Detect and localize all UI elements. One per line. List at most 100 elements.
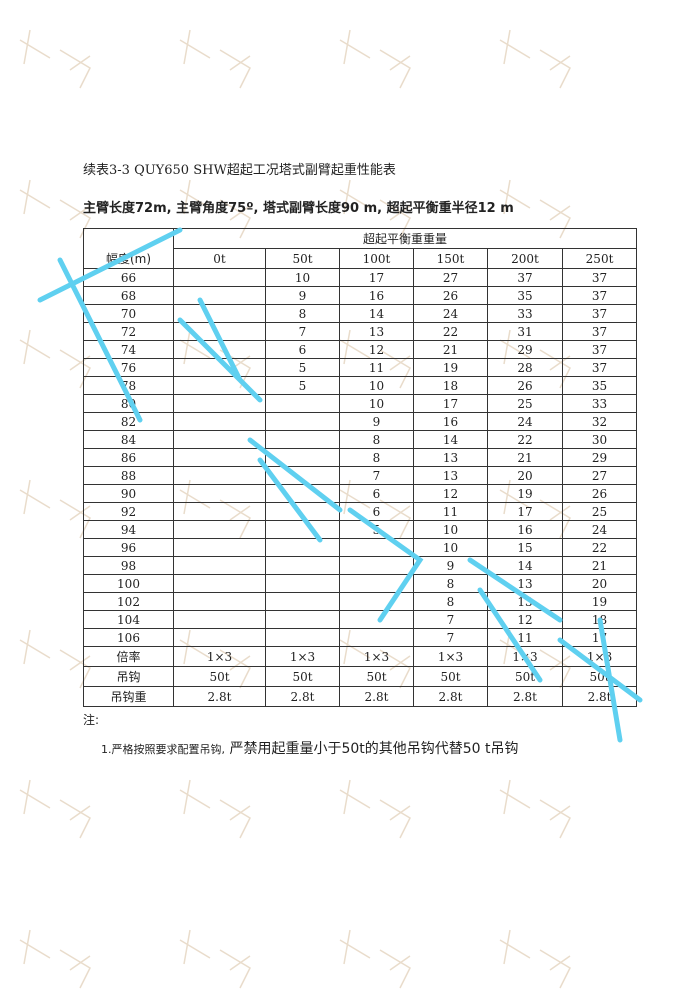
capacity-cell: [265, 430, 340, 449]
capacity-cell: [173, 628, 266, 647]
capacity-cell: 5: [265, 358, 340, 377]
watermark-mark: [339, 779, 411, 839]
capacity-cell: 21: [487, 448, 563, 467]
capacity-cell: 29: [561, 448, 638, 467]
capacity-cell: 17: [339, 268, 414, 287]
capacity-cell: 21: [561, 556, 638, 575]
table-row: 94 5 10 16 24: [83, 520, 638, 539]
document-page: 续表3-3 QUY650 SHW超起工况塔式副臂起重性能表 主臂长度72m, 主…: [83, 163, 638, 757]
table-row: 82 9 16 24 32: [83, 412, 638, 431]
capacity-cell: [339, 556, 414, 575]
footer-cell: 50t: [413, 666, 488, 687]
capacity-cell: 26: [561, 484, 638, 503]
watermark-mark: [499, 929, 571, 989]
capacity-cell: 16: [487, 520, 563, 539]
table-row: 92 6 11 17 25: [83, 502, 638, 521]
capacity-cell: [173, 592, 266, 611]
column-header: 50t: [265, 248, 340, 269]
table-row: 100 8 13 20: [83, 574, 638, 593]
capacity-cell: 8: [339, 430, 414, 449]
capacity-cell: 13: [487, 592, 563, 611]
capacity-cell: 13: [339, 322, 414, 341]
capacity-cell: 20: [487, 466, 563, 485]
capacity-cell: [265, 412, 340, 431]
column-header: 250t: [561, 248, 638, 269]
capacity-cell: [265, 520, 340, 539]
footer-cell: 2.8t: [339, 686, 414, 707]
capacity-cell: 33: [487, 304, 563, 323]
radius-cell: 72: [83, 322, 174, 341]
capacity-cell: [339, 574, 414, 593]
capacity-cell: 9: [339, 412, 414, 431]
footer-cell: 50t: [173, 666, 266, 687]
capacity-cell: [173, 358, 266, 377]
table-row: 80 10 17 25 33: [83, 394, 638, 413]
radius-header: 幅度(m): [83, 228, 174, 269]
watermark-mark: [19, 779, 91, 839]
capacity-cell: [339, 610, 414, 629]
capacity-cell: 35: [561, 376, 638, 395]
footer-cell: 2.8t: [487, 686, 563, 707]
capacity-cell: [265, 502, 340, 521]
capacity-cell: 16: [339, 286, 414, 305]
footer-cell: 50t: [561, 666, 638, 687]
capacity-cell: 9: [413, 556, 488, 575]
capacity-cell: 37: [561, 322, 638, 341]
footer-cell: 1×3: [265, 646, 340, 667]
capacity-cell: 14: [413, 430, 488, 449]
radius-cell: 76: [83, 358, 174, 377]
watermark-mark: [179, 929, 251, 989]
note-prefix: 1.严格按照要求配置吊钩,: [101, 743, 225, 756]
table-row: 72 7 13 22 31 37: [83, 322, 638, 341]
footer-cell: 2.8t: [561, 686, 638, 707]
footer-label: 吊钩: [83, 666, 174, 687]
capacity-cell: [173, 430, 266, 449]
capacity-cell: [173, 286, 266, 305]
capacity-cell: [173, 448, 266, 467]
capacity-cell: [173, 304, 266, 323]
capacity-cell: 37: [561, 304, 638, 323]
capacity-cell: 37: [561, 268, 638, 287]
counterweight-group-header: 超起平衡重重量: [172, 228, 638, 249]
table-row: 104 7 12 18: [83, 610, 638, 629]
radius-cell: 70: [83, 304, 174, 323]
table-row: 84 8 14 22 30: [83, 430, 638, 449]
capacity-cell: 15: [487, 538, 563, 557]
capacity-cell: 37: [561, 286, 638, 305]
capacity-cell: 10: [413, 520, 488, 539]
capacity-cell: 21: [413, 340, 488, 359]
footer-cell: 50t: [487, 666, 563, 687]
capacity-cell: 27: [561, 466, 638, 485]
capacity-cell: 8: [265, 304, 340, 323]
column-header: 150t: [413, 248, 488, 269]
capacity-cell: 6: [339, 484, 414, 503]
watermark-mark: [339, 929, 411, 989]
footer-cell: 2.8t: [413, 686, 488, 707]
radius-cell: 68: [83, 286, 174, 305]
table-row: 106 7 11 17: [83, 628, 638, 647]
capacity-cell: [339, 628, 414, 647]
footer-cell: 1×3: [561, 646, 638, 667]
capacity-cell: 12: [413, 484, 488, 503]
capacity-cell: 13: [487, 574, 563, 593]
capacity-cell: 16: [413, 412, 488, 431]
capacity-cell: 37: [561, 358, 638, 377]
table-row: 70 8 14 24 33 37: [83, 304, 638, 323]
note-label: 注:: [83, 713, 100, 727]
capacity-cell: 12: [487, 610, 563, 629]
capacity-cell: 6: [265, 340, 340, 359]
capacity-cell: [265, 448, 340, 467]
watermark-mark: [179, 779, 251, 839]
footer-row: 吊钩重 2.8t 2.8t 2.8t 2.8t 2.8t 2.8t: [83, 686, 638, 707]
capacity-cell: 7: [413, 610, 488, 629]
capacity-cell: 7: [413, 628, 488, 647]
capacity-cell: [173, 466, 266, 485]
capacity-cell: 24: [561, 520, 638, 539]
radius-cell: 102: [83, 592, 174, 611]
capacity-cell: [173, 520, 266, 539]
footer-row: 吊钩 50t 50t 50t 50t 50t 50t: [83, 666, 638, 687]
radius-cell: 80: [83, 394, 174, 413]
capacity-cell: 19: [413, 358, 488, 377]
footer-cell: 50t: [339, 666, 414, 687]
capacity-cell: 17: [413, 394, 488, 413]
